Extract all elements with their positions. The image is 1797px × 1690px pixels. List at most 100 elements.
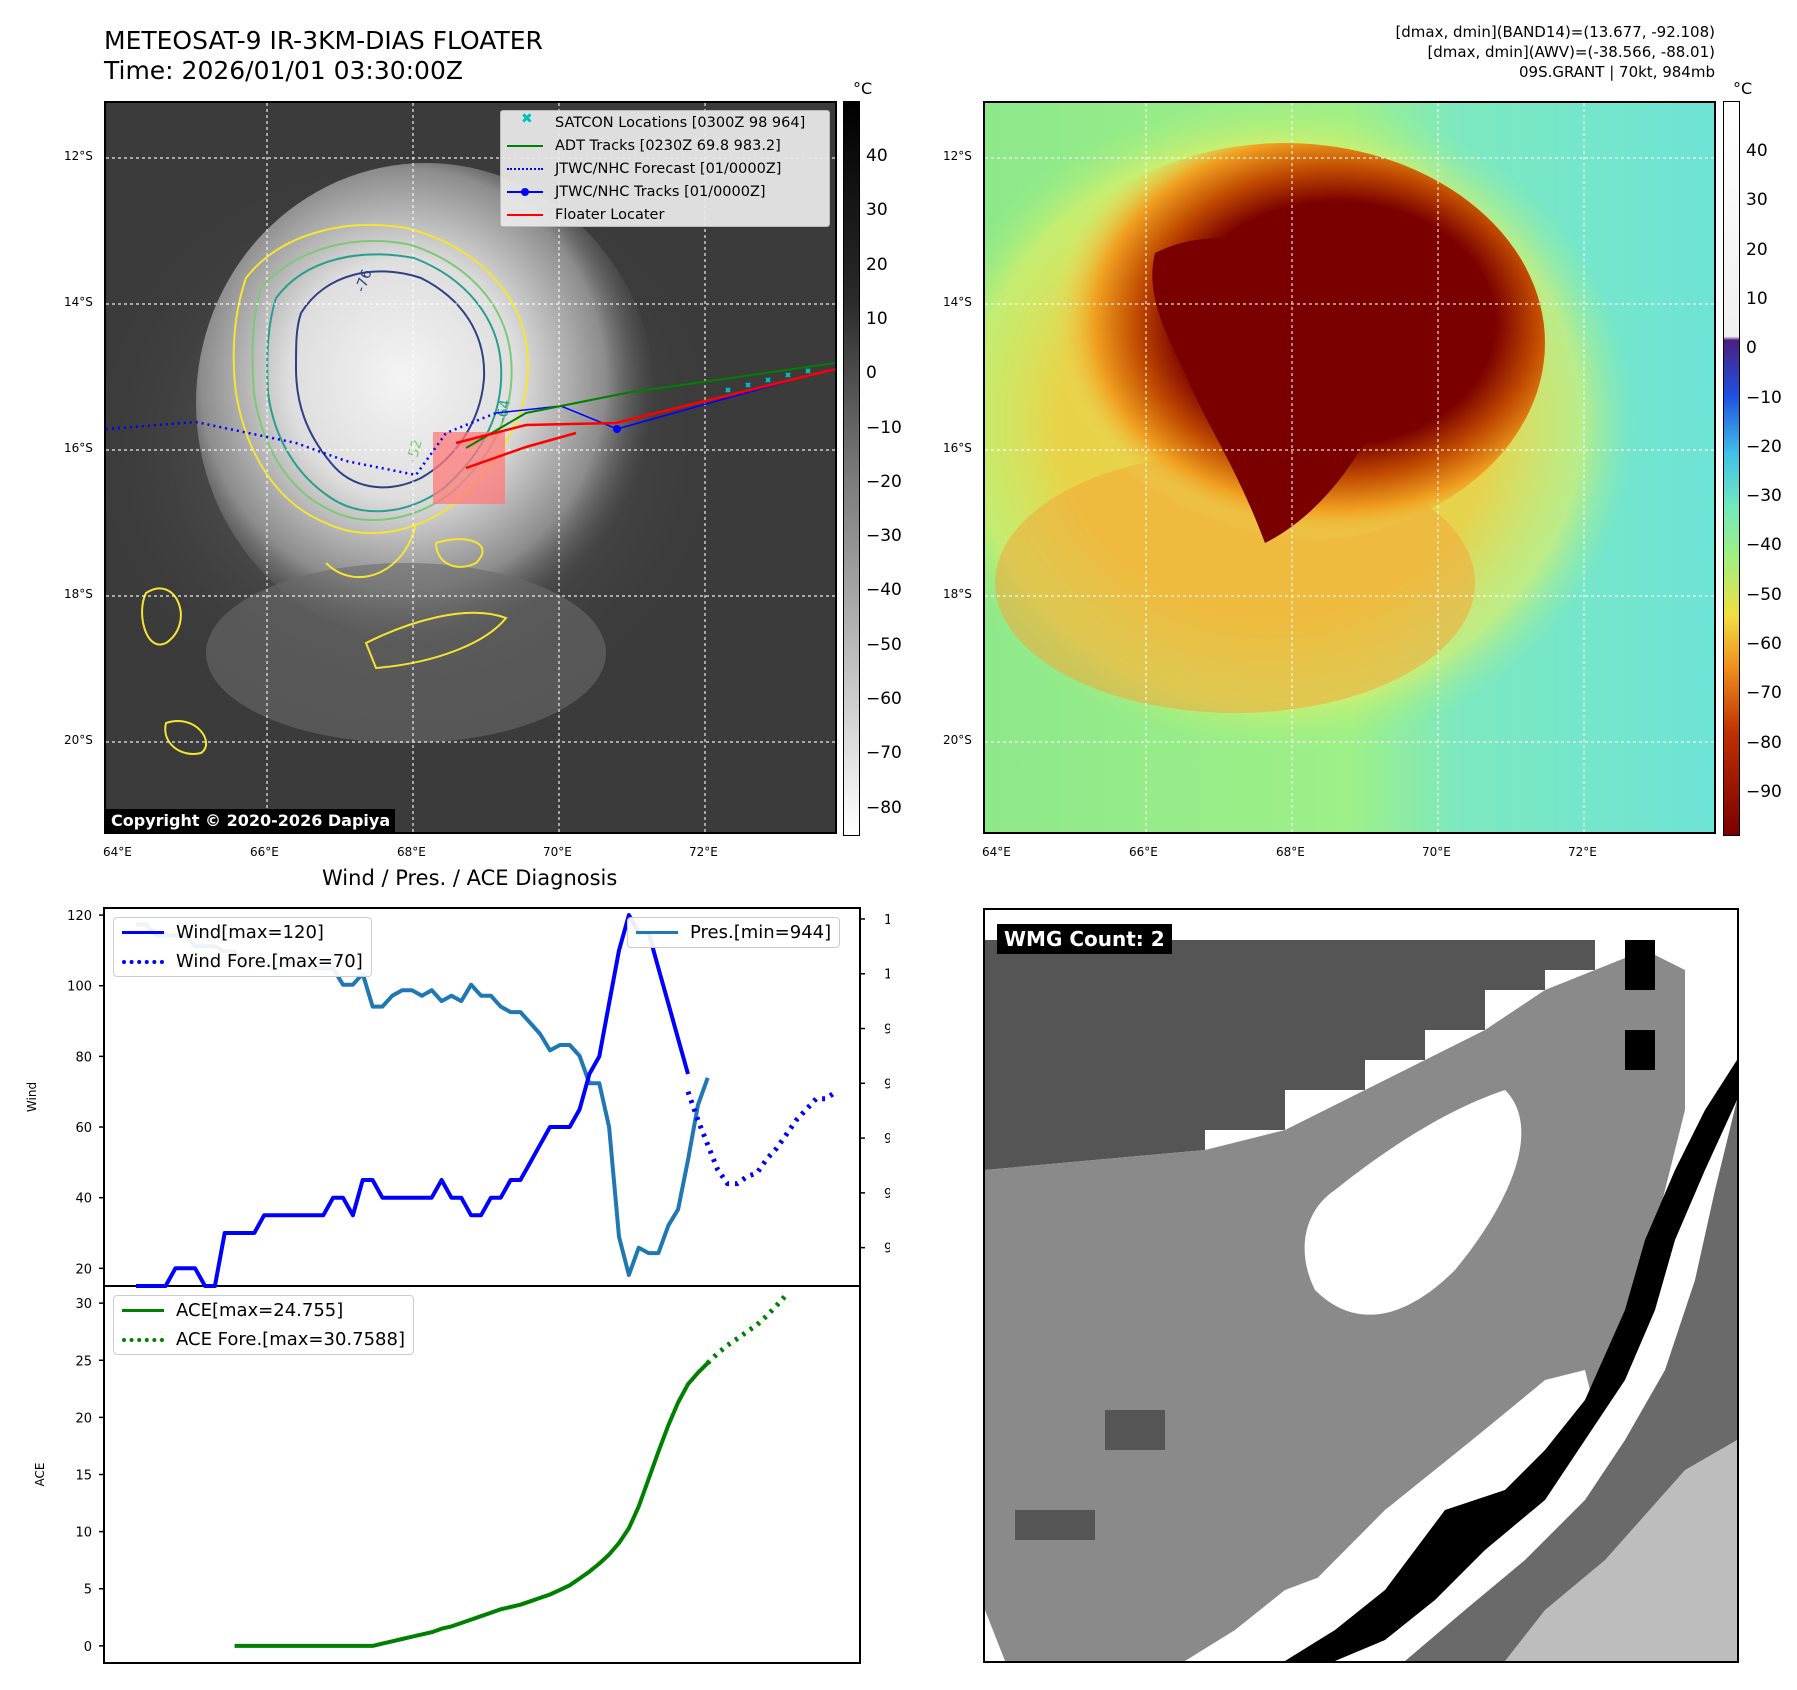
colorbar-tick-label: 10 [1746, 288, 1768, 309]
lat-label: 18°S [943, 587, 972, 601]
lon-label: 70°E [1422, 845, 1451, 859]
wmg-count-badge: WMG Count: 2 [997, 924, 1172, 954]
colorbar-color [1723, 101, 1740, 836]
legend-item-jtwc-tracks: JTWC/NHC Tracks [01/0000Z] [501, 180, 829, 203]
info-line1: [dmax, dmin](BAND14)=(13.677, -92.108) [1395, 23, 1715, 41]
lat-label: 14°S [943, 295, 972, 309]
pressure-tick-label: 960 [884, 1187, 890, 1202]
ace-forecast-line [705, 1292, 789, 1365]
figure-title-line1: METEOSAT-9 IR-3KM-DIAS FLOATER [104, 26, 543, 55]
colorbar-tick-label: −80 [1746, 732, 1782, 753]
colorbar-tick-label: −40 [866, 580, 902, 601]
pressure-tick-label: 1010 [884, 913, 890, 928]
adt-line-icon [507, 140, 543, 152]
wmg-panel: WMG Count: 2 [983, 908, 1739, 1663]
pressure-tick-label: 970 [884, 1132, 890, 1147]
legend-wind: Wind[max=120] [114, 918, 371, 947]
colorbar-tick-label: −10 [866, 417, 902, 438]
ace-tick-label: 0 [84, 1640, 92, 1655]
wind-tick-label: 100 [67, 980, 92, 995]
pressure-legend: Pres.[min=944] [627, 917, 841, 948]
contour-label-3: -52 [404, 438, 425, 464]
lon-label: 68°E [1276, 845, 1305, 859]
ace-axis-label: ACE [33, 1463, 47, 1487]
lat-label: 20°S [64, 733, 93, 747]
lon-label: 64°E [103, 845, 132, 859]
colorbar-gray [843, 101, 860, 836]
info-line3: 09S.GRANT | 70kt, 984mb [1518, 63, 1715, 81]
colorbar-tick-label: −60 [1746, 634, 1782, 654]
floater-line-icon [507, 209, 543, 221]
lon-label: 72°E [689, 845, 718, 859]
diagnosis-chart: 20 40 60 80 100 120 950 960 970 980 990 1000 1010 0 5 1… [25, 907, 890, 1664]
ace-legend: ACE[max=24.755] ACE Fore.[max=30.7588] [113, 1295, 414, 1355]
legend-item-floater: Floater Locater [501, 203, 829, 226]
forecast-dotted-line-icon [507, 163, 543, 175]
wind-tick-label: 80 [75, 1050, 92, 1065]
satcon-marker-icon: ✖ [521, 110, 533, 127]
lat-label: 18°S [64, 587, 93, 601]
colorbar-tick-label: −40 [1746, 535, 1782, 556]
colorbar-tick-label: 40 [866, 146, 888, 166]
legend-item-jtwc-forecast: JTWC/NHC Forecast [01/0000Z] [501, 157, 829, 180]
pressure-tick-label: 980 [884, 1077, 890, 1092]
ace-line [234, 1361, 710, 1648]
ace-tick-label: 10 [75, 1526, 92, 1541]
ace-tick-label: 5 [84, 1583, 92, 1598]
pressure-line-icon [636, 927, 678, 939]
ir-color-map [983, 101, 1716, 834]
legend-wind-fore: Wind Fore.[max=70] [114, 947, 371, 976]
colorbar-tick-label: −30 [866, 526, 902, 547]
lat-label: 12°S [943, 149, 972, 163]
colorbar-tick-label: −10 [1746, 387, 1782, 408]
diagnosis-title: Wind / Pres. / ACE Diagnosis [322, 866, 618, 890]
colorbar-tick-label: −90 [1746, 781, 1782, 802]
colorbar-tick-label: 30 [866, 200, 888, 221]
wind-solid-line-icon [122, 927, 164, 939]
colorbar-tick-label: −20 [866, 471, 902, 492]
colorbar-gray-unit: °C [853, 79, 873, 98]
colorbar-tick-label: 20 [1746, 239, 1768, 260]
ace-tick-label: 20 [75, 1411, 92, 1426]
colorbar-tick-label: −30 [1746, 486, 1782, 507]
pressure-tick-label: 950 [884, 1242, 890, 1257]
wind-legend: Wind[max=120] Wind Fore.[max=70] [113, 917, 372, 977]
wind-tick-label: 120 [67, 909, 92, 924]
lat-label: 16°S [64, 441, 93, 455]
lon-label: 66°E [1129, 845, 1158, 859]
ace-tick-label: 25 [75, 1354, 92, 1369]
wind-tick-label: 20 [75, 1262, 92, 1277]
lat-label: 12°S [64, 149, 93, 163]
legend-item-satcon: ✖ SATCON Locations [0300Z 98 964] [501, 111, 829, 134]
colorbar-tick-label: −60 [866, 689, 902, 709]
lon-label: 72°E [1568, 845, 1597, 859]
colorbar-tick-label: −70 [1746, 683, 1782, 704]
figure-title-line2: Time: 2026/01/01 03:30:00Z [104, 56, 463, 85]
wind-tick-label: 60 [75, 1121, 92, 1136]
colorbar-tick-label: −50 [866, 634, 902, 655]
legend-ace: ACE[max=24.755] [114, 1296, 413, 1325]
colorbar-tick-label: 0 [866, 363, 877, 384]
map-legend: ✖ SATCON Locations [0300Z 98 964] ADT Tr… [500, 110, 830, 227]
lon-label: 66°E [250, 845, 279, 859]
contour-label-2: -64 [494, 398, 514, 423]
wind-dotted-line-icon [122, 956, 164, 968]
wind-axis-label: Wind [25, 1082, 39, 1112]
lat-label: 20°S [943, 733, 972, 747]
colorbar-tick-label: 10 [866, 308, 888, 329]
ir-grayscale-map: -76 -64 -52 ✖ S [104, 101, 837, 834]
lon-label: 68°E [397, 845, 426, 859]
colorbar-tick-label: 40 [1746, 141, 1768, 161]
colorbar-tick-label: −20 [1746, 436, 1782, 457]
colorbar-tick-label: 30 [1746, 190, 1768, 211]
legend-item-adt: ADT Tracks [0230Z 69.8 983.2] [501, 134, 829, 157]
lon-label: 70°E [543, 845, 572, 859]
colorbar-tick-label: 0 [1746, 338, 1757, 359]
info-line2: [dmax, dmin](AWV)=(-38.566, -88.01) [1427, 43, 1715, 61]
contour-label-1: -76 [353, 267, 376, 294]
lat-label: 14°S [64, 295, 93, 309]
ace-dotted-line-icon [122, 1334, 164, 1346]
wind-tick-label: 40 [75, 1192, 92, 1207]
legend-pres: Pres.[min=944] [628, 918, 839, 947]
colorbar-tick-label: −70 [866, 743, 902, 764]
